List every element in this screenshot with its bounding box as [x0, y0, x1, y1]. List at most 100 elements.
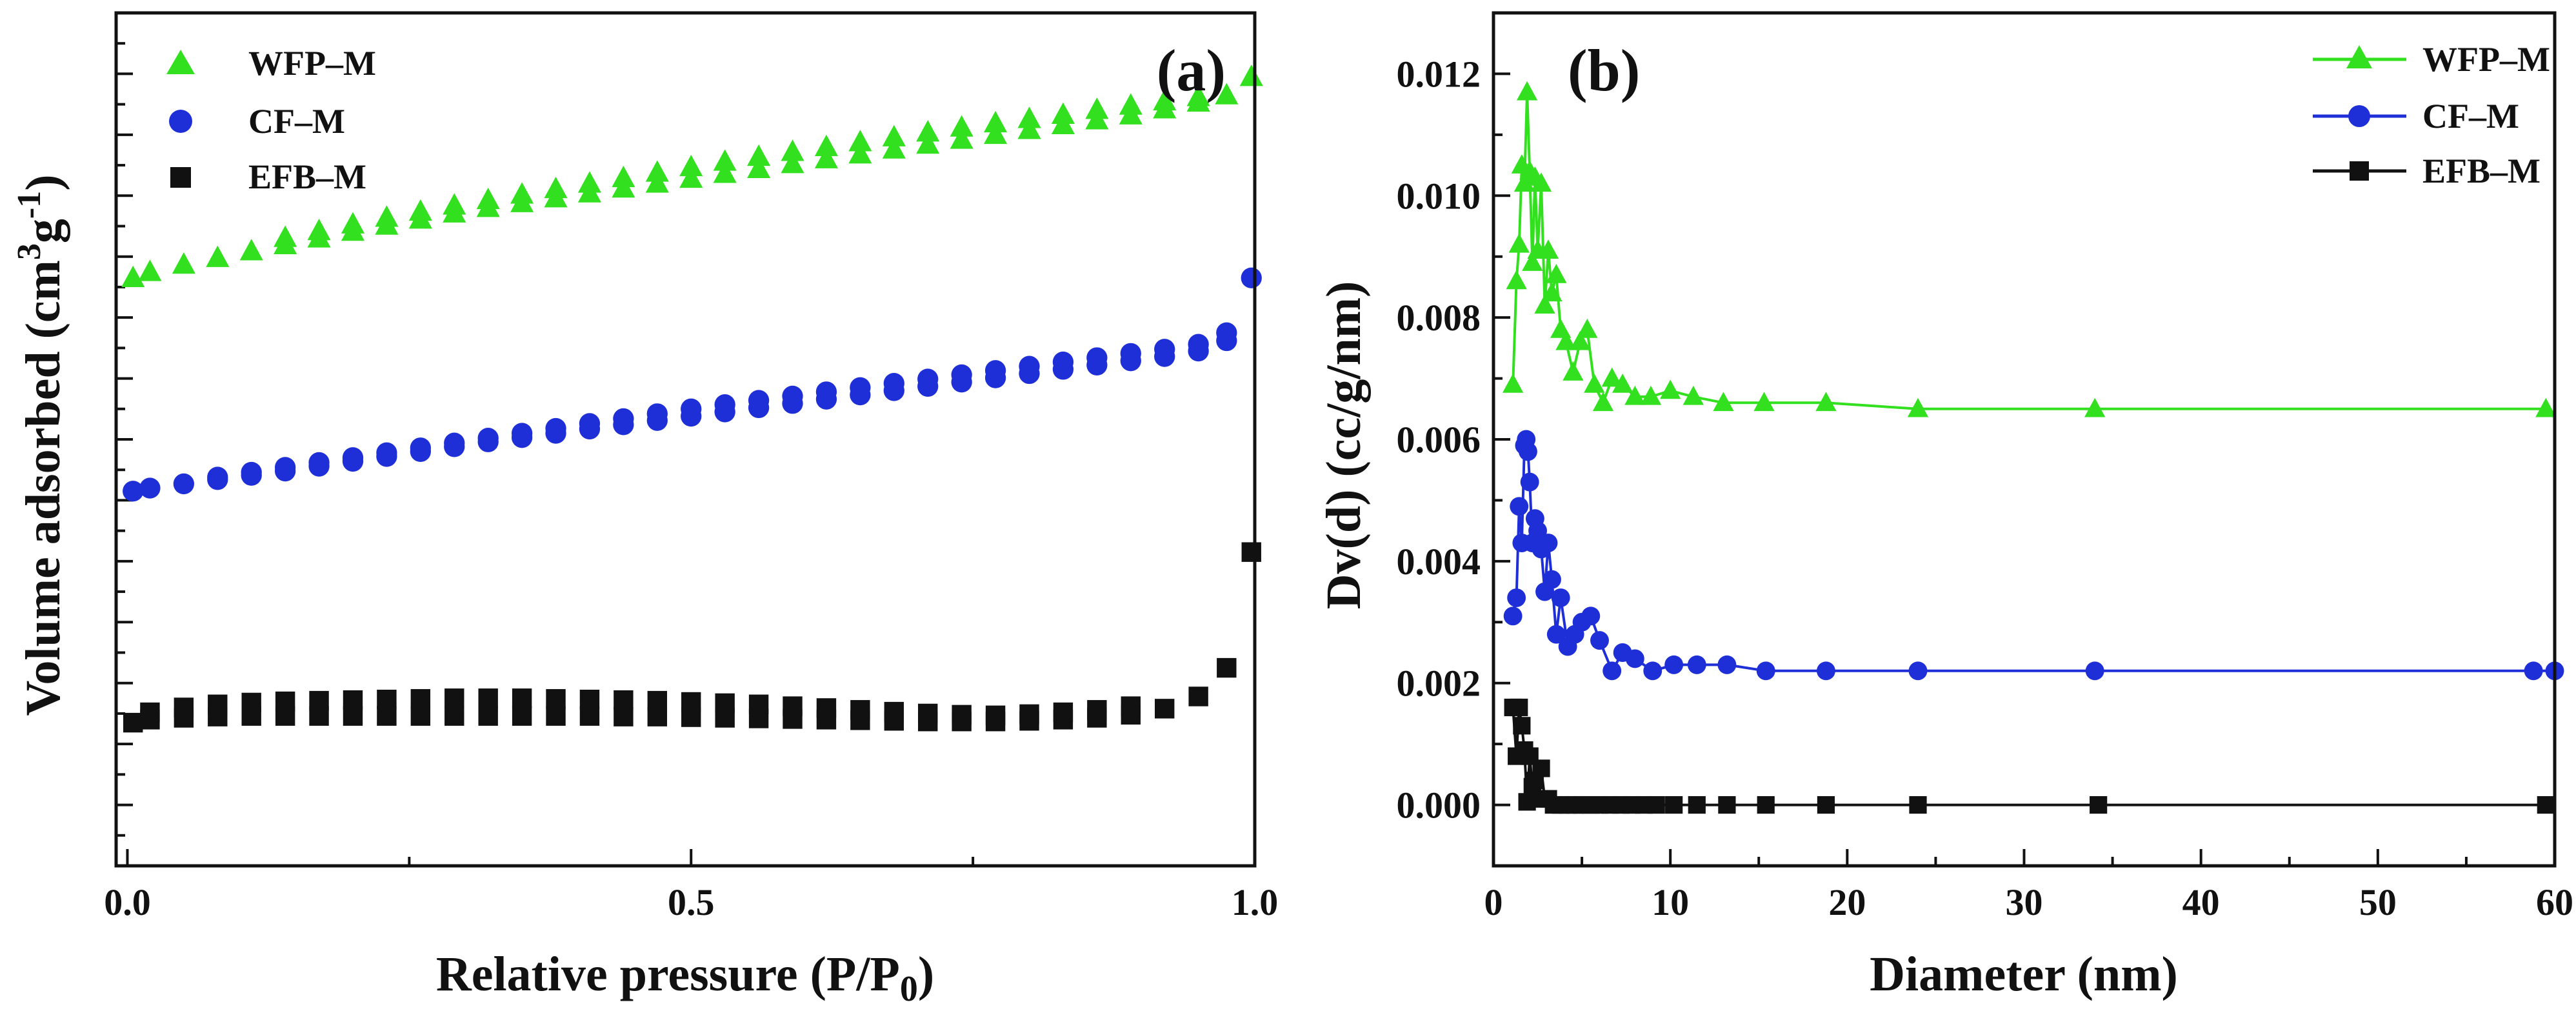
panel-b-series-line: [1512, 90, 2546, 410]
panel-b-point-triangle: [1592, 392, 1614, 412]
panel-a-point-square: [309, 690, 329, 711]
panel-a-point-triangle: [1215, 83, 1239, 105]
panel-a-x-tick-label: 0.0: [104, 881, 151, 923]
panel-b-series-line: [1512, 706, 2546, 806]
panel-a-point-circle: [545, 417, 566, 439]
panel-a-point-square: [512, 706, 532, 726]
panel-b-point-triangle: [1682, 385, 1704, 405]
panel-a-point-circle: [917, 368, 939, 390]
panel-a-x-axis-title-close: ): [918, 947, 934, 1001]
panel-b-point-triangle: [1530, 172, 1552, 192]
panel-b-x-tick-label: 20: [1828, 881, 1866, 923]
panel-a-point-triangle: [984, 110, 1008, 133]
panel-a-point-square: [546, 689, 566, 709]
panel-a-point-circle: [1120, 343, 1141, 365]
panel-b-point-triangle: [1508, 233, 1530, 253]
panel-a-point-triangle: [206, 245, 230, 267]
panel-b-lines: [1512, 90, 2555, 806]
panel-b-point-square: [1647, 796, 1665, 814]
panel-a-point-square: [1241, 542, 1261, 562]
panel-b-x-tick-label: 40: [2182, 881, 2220, 923]
panel-a-point-square: [377, 706, 397, 726]
panel-a-point-triangle: [544, 176, 568, 199]
panel-b-point-triangle: [1563, 361, 1584, 381]
panel-a-label: (a): [1157, 37, 1226, 103]
panel-a-point-circle: [850, 377, 871, 398]
panel-a-point-circle: [511, 423, 533, 444]
panel-a-point-triangle: [814, 134, 838, 156]
panel-a: (a) WFP–M CF–M EFB–M 0.0 0.5 1.0 Relative …: [11, 11, 1279, 1009]
panel-b-marks: [1503, 81, 2564, 814]
panel-b-point-circle: [1539, 534, 1558, 552]
panel-b-point-triangle: [1907, 397, 1929, 417]
panel-b-point-square: [1909, 796, 1927, 814]
panel-a-point-triangle: [781, 139, 804, 161]
panel-b-point-circle: [2085, 661, 2104, 681]
panel-a-x-tick-label: 1.0: [1232, 881, 1279, 923]
panel-a-point-triangle: [307, 219, 331, 241]
panel-a-point-triangle: [882, 125, 906, 146]
panel-a-point-triangle: [1119, 93, 1143, 115]
panel-a-point-circle: [1241, 267, 1262, 288]
panel-b-point-circle: [1503, 606, 1523, 626]
panel-a-plot-frame: [114, 11, 1257, 868]
panel-b-point-square: [1665, 796, 1683, 814]
panel-a-point-circle: [1086, 347, 1108, 368]
panel-b-plot-frame: [1492, 11, 2557, 868]
panel-b-point-triangle: [1541, 282, 1563, 302]
panel-a-point-triangle: [916, 132, 940, 154]
panel-a-point-triangle: [577, 171, 602, 193]
panel-a-point-triangle: [814, 146, 838, 168]
panel-a-point-square: [918, 703, 938, 724]
legend-a-efb-marker: [170, 167, 191, 188]
panel-b-point-circle: [1643, 661, 1662, 681]
panel-a-point-triangle: [239, 239, 263, 261]
panel-b-y-tick-label: 0.006: [1397, 419, 1481, 461]
panel-a-point-triangle: [848, 142, 872, 164]
panel-a-x-axis-title: Relative pressure (P/P0): [436, 947, 934, 1009]
panel-a-point-square: [174, 697, 194, 717]
panel-a-point-square: [410, 689, 431, 709]
panel-b-point-square: [1513, 717, 1531, 735]
panel-a-point-square: [478, 706, 498, 726]
panel-a-point-square: [715, 693, 735, 714]
panel-b-point-circle: [1590, 631, 1609, 650]
panel-a-point-circle: [123, 481, 144, 502]
panel-a-point-circle: [613, 408, 634, 430]
panel-a-point-circle: [477, 427, 499, 449]
panel-a-point-square: [816, 698, 837, 718]
panel-b-point-square: [1718, 796, 1736, 814]
panel-b: (b) WFP–M CF–M EFB–M 0 10 20 30 40 50 60 0.000…: [1317, 11, 2573, 1001]
panel-a-point-square: [1217, 657, 1237, 678]
panel-a-point-triangle: [679, 166, 703, 188]
panel-b-point-circle: [1520, 472, 1539, 492]
panel-a-point-circle: [714, 394, 735, 415]
panel-b-point-triangle: [1570, 330, 1591, 350]
panel-b-point-circle: [1519, 442, 1537, 461]
panel-a-point-square: [1121, 696, 1141, 716]
panel-a-point-triangle: [510, 182, 534, 204]
legend-a-wfp-label: WFP–M: [248, 44, 376, 83]
panel-a-point-square: [884, 701, 904, 722]
panel-a-y-axis-title-main: Volume adsorbed (cm: [16, 260, 70, 716]
panel-b-point-triangle: [1713, 392, 1734, 412]
panel-b-point-triangle: [1546, 264, 1567, 283]
panel-a-point-triangle: [1239, 65, 1263, 86]
panel-a-point-circle: [207, 466, 228, 488]
panel-a-point-square: [410, 706, 431, 726]
legend-a-cf-marker: [169, 110, 192, 133]
legend-a-efb-label: EFB–M: [248, 157, 366, 196]
panel-a-y-axis-title-close: ): [16, 174, 70, 190]
panel-b-x-tick-label: 50: [2359, 881, 2397, 923]
panel-b-point-triangle: [2084, 397, 2106, 417]
panel-a-point-triangle: [1186, 85, 1210, 106]
panel-b-point-circle: [1507, 588, 1526, 607]
panel-b-point-circle: [1581, 606, 1601, 626]
panel-a-point-triangle: [121, 265, 145, 288]
legend-b-efb-marker: [2350, 161, 2369, 181]
panel-b-point-square: [2090, 796, 2108, 814]
panel-a-point-circle: [308, 452, 330, 474]
panel-a-point-circle: [1216, 322, 1237, 343]
panel-a-point-triangle: [408, 199, 432, 221]
panel-b-point-circle: [1687, 655, 1706, 674]
